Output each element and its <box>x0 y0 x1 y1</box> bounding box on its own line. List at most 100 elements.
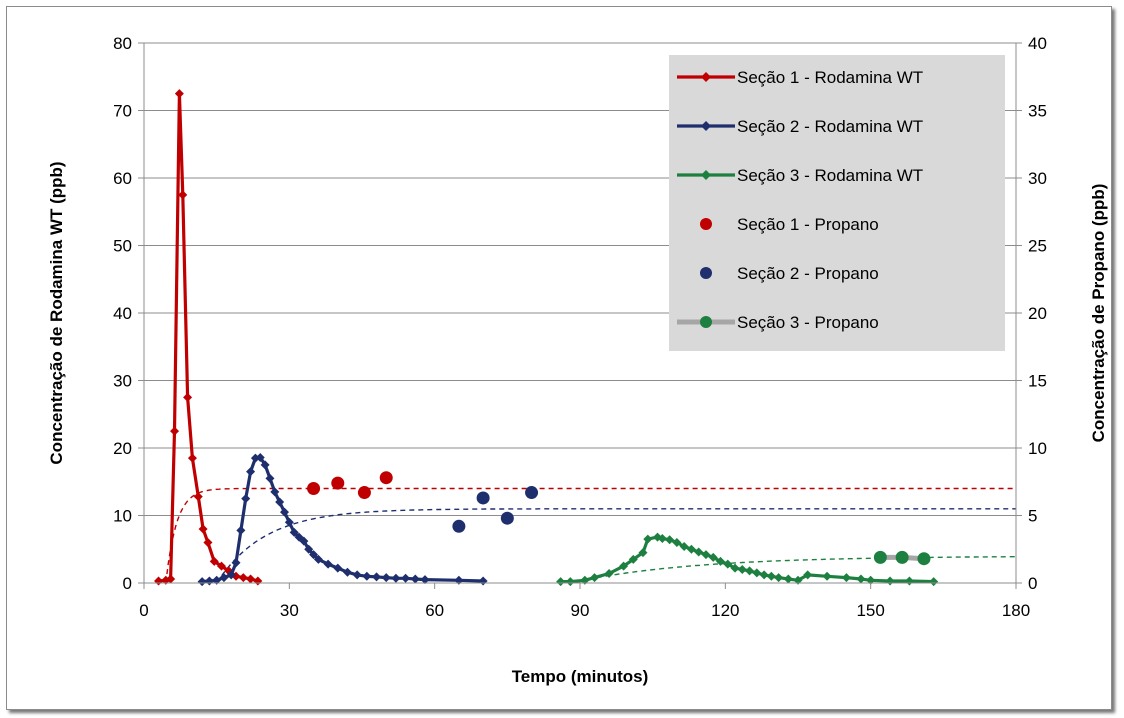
data-point-2-35 <box>904 576 914 586</box>
right-tick-label-1: 5 <box>1028 507 1037 526</box>
data-point-1-14 <box>275 497 285 507</box>
data-point-2-10 <box>657 533 667 543</box>
data-point-1-13 <box>270 487 280 497</box>
data-point-1-1 <box>204 576 214 586</box>
data-point-0-17 <box>253 576 263 586</box>
data-point-4-0 <box>452 519 466 533</box>
data-point-2-14 <box>686 544 696 554</box>
data-point-1-10 <box>255 452 265 462</box>
data-point-0-3 <box>170 426 180 436</box>
series-2 <box>556 532 939 587</box>
series-3 <box>307 471 393 500</box>
fitted-curve-1 <box>216 508 1016 583</box>
data-point-1-4 <box>226 570 236 580</box>
data-point-0-7 <box>187 453 197 463</box>
right-tick-label-6: 30 <box>1028 169 1047 188</box>
data-point-1-3 <box>219 573 229 583</box>
data-point-2-36 <box>929 577 939 587</box>
data-point-2-15 <box>694 547 704 557</box>
data-point-2-22 <box>745 566 755 576</box>
data-point-2-11 <box>665 535 675 545</box>
legend-label-3: Seção 1 - Propano <box>737 215 879 234</box>
left-tick-label-1: 10 <box>113 507 132 526</box>
data-point-2-32 <box>856 574 866 584</box>
data-point-2-23 <box>752 568 762 578</box>
legend-marker-4 <box>700 267 712 279</box>
legend-label-0: Seção 1 - Rodamina WT <box>737 68 923 87</box>
data-point-2-13 <box>679 542 689 552</box>
x-tick-label-5: 150 <box>856 601 884 620</box>
data-point-1-17 <box>289 527 299 537</box>
right-tick-label-4: 20 <box>1028 304 1047 323</box>
data-point-3-2 <box>357 486 371 500</box>
left-tick-label-5: 50 <box>113 237 132 256</box>
data-point-1-22 <box>313 554 323 564</box>
data-point-1-8 <box>246 467 256 477</box>
data-point-1-11 <box>260 460 270 470</box>
left-tick-label-8: 80 <box>113 34 132 53</box>
fitted-curve-2 <box>570 556 1016 583</box>
data-point-0-9 <box>198 524 208 534</box>
legend-marker-5 <box>700 316 712 328</box>
data-point-0-4 <box>174 89 184 99</box>
series-4 <box>452 486 539 533</box>
x-tick-label-2: 60 <box>425 601 444 620</box>
data-point-1-25 <box>342 567 352 577</box>
data-point-1-12 <box>265 473 275 483</box>
left-tick-label-2: 20 <box>113 439 132 458</box>
series-1 <box>197 452 488 587</box>
data-point-1-33 <box>420 575 430 585</box>
data-point-1-21 <box>309 550 319 560</box>
data-point-1-0 <box>197 577 207 587</box>
data-point-2-29 <box>803 570 813 580</box>
data-point-4-2 <box>500 511 514 525</box>
legend-marker-0 <box>701 72 711 82</box>
legend-marker-1 <box>701 121 711 131</box>
data-point-3-3 <box>379 471 393 485</box>
data-point-2-0 <box>556 577 566 587</box>
x-axis-title: Tempo (minutos) <box>512 667 649 686</box>
data-point-2-34 <box>885 576 895 586</box>
data-point-3-1 <box>331 476 345 490</box>
data-point-1-32 <box>410 574 420 584</box>
legend-marker-2 <box>701 170 711 180</box>
data-point-0-6 <box>183 392 193 402</box>
x-tick-label-3: 90 <box>571 601 590 620</box>
gridlines <box>144 42 1016 516</box>
data-point-2-26 <box>774 573 784 583</box>
legend-label-2: Seção 3 - Rodamina WT <box>737 166 923 185</box>
data-point-3-0 <box>307 482 321 495</box>
data-point-5-1 <box>895 550 909 564</box>
x-tick-label-4: 120 <box>711 601 739 620</box>
data-point-5-2 <box>917 552 931 566</box>
tick-labels: 0 10 20 30 40 50 60 70 80 0 5 10 15 20 25 30 35 40 0 30 60 90… <box>113 34 1047 620</box>
data-point-1-20 <box>304 544 314 554</box>
x-tick-label-6: 180 <box>1002 601 1030 620</box>
data-point-2-5 <box>619 561 629 571</box>
left-tick-label-6: 60 <box>113 169 132 188</box>
data-point-0-2 <box>166 574 176 584</box>
series-0 <box>154 89 263 586</box>
left-tick-label-4: 40 <box>113 304 132 323</box>
data-point-1-19 <box>299 536 309 546</box>
data-point-2-4 <box>604 569 614 579</box>
data-point-2-12 <box>672 538 682 547</box>
left-tick-label-0: 0 <box>123 574 132 593</box>
data-point-5-0 <box>873 550 887 564</box>
data-point-0-10 <box>203 538 213 547</box>
x-tick-label-0: 0 <box>139 601 148 620</box>
right-tick-label-0: 0 <box>1028 574 1037 593</box>
data-point-1-30 <box>391 573 401 583</box>
data-point-2-20 <box>730 563 740 573</box>
chart-canvas: 0 10 20 30 40 50 60 70 80 0 5 10 15 20 25 30 35 40 0 30 60 90… <box>47 34 1108 686</box>
data-point-0-15 <box>238 573 248 583</box>
data-point-2-3 <box>590 573 600 583</box>
data-point-2-7 <box>638 548 648 558</box>
data-point-1-28 <box>372 572 382 582</box>
data-point-0-16 <box>246 574 256 584</box>
data-point-2-30 <box>822 571 832 581</box>
left-axis-title: Concentração de Rodamina WT (ppb) <box>47 161 66 464</box>
left-tick-label-7: 70 <box>113 102 132 121</box>
data-point-0-11 <box>209 556 219 566</box>
right-tick-label-3: 15 <box>1028 372 1047 391</box>
